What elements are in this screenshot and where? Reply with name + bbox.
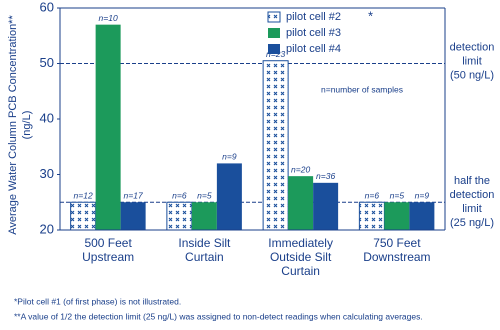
- bar: [191, 202, 217, 230]
- sample-label: n=5: [197, 191, 212, 201]
- legend-label: pilot cell #4: [286, 43, 341, 55]
- y-tick-label: 50: [40, 55, 54, 70]
- y-axis-label: Average Water Column PCB Concentration**: [7, 15, 19, 235]
- sample-label: n=5: [390, 191, 405, 201]
- sample-label: n=9: [222, 152, 237, 162]
- reference-label: detection: [450, 189, 495, 201]
- legend-swatch: [268, 28, 280, 38]
- sample-label: n=10: [99, 13, 118, 23]
- sample-label: n=20: [291, 164, 310, 174]
- x-tick-label: Immediately Outside Silt Curtain: [268, 236, 333, 278]
- annotation: n=number of samples: [321, 84, 403, 94]
- footnote: **A value of 1/2 the detection limit (25…: [14, 311, 423, 321]
- x-tick-label: 500 Feet Upstream: [82, 236, 134, 264]
- sample-label: n=12: [74, 191, 93, 201]
- bar: [216, 163, 242, 230]
- bar: [70, 201, 97, 231]
- sample-label: n=17: [124, 191, 143, 201]
- reference-label: (25 ng/L): [450, 217, 494, 229]
- y-axis-label: (ng/L): [21, 111, 33, 140]
- reference-label: half the: [454, 175, 490, 187]
- bar: [95, 24, 121, 231]
- sample-label: n=6: [172, 191, 187, 201]
- legend-note: *: [368, 8, 373, 23]
- bar: [120, 202, 146, 230]
- bar: [166, 201, 193, 231]
- legend-label: pilot cell #2: [286, 11, 341, 23]
- bar: [384, 202, 410, 230]
- bar: [409, 202, 435, 230]
- reference-label: (50 ng/L): [450, 69, 494, 81]
- x-tick-label: Inside Silt Curtain: [178, 236, 231, 264]
- legend-label: pilot cell #3: [286, 27, 341, 39]
- x-tick-label: 750 Feet Downstream: [363, 236, 430, 264]
- sample-label: n=6: [365, 191, 380, 201]
- y-tick-label: 60: [40, 0, 54, 14]
- reference-label: limit: [462, 55, 482, 67]
- y-tick-label: 20: [40, 221, 54, 236]
- legend-swatch: [268, 44, 280, 54]
- reference-label: detection: [450, 41, 495, 53]
- y-tick-label: 30: [40, 166, 54, 181]
- footnote: *Pilot cell #1 (of first phase) is not i…: [14, 296, 181, 306]
- sample-label: n=36: [316, 171, 335, 181]
- y-tick-label: 40: [40, 110, 54, 125]
- legend-swatch: [267, 11, 281, 23]
- bar: [358, 201, 385, 231]
- reference-label: limit: [462, 203, 482, 215]
- bar: [288, 176, 314, 230]
- bar: [313, 182, 339, 230]
- bar: [262, 60, 289, 231]
- sample-label: n=9: [415, 191, 430, 201]
